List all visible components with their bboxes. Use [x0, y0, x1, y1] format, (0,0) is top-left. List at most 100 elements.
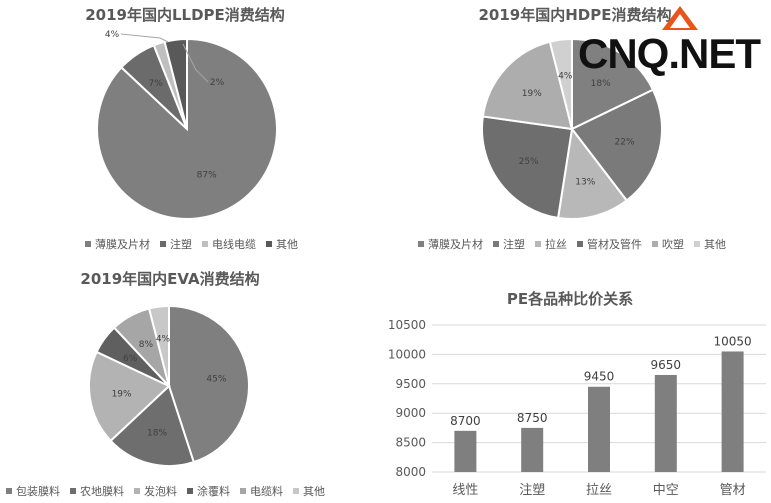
pie-slice-管材及管件 — [481, 115, 574, 220]
logo-text: CNQ.NET — [578, 30, 761, 77]
legend-label: 包装膜料 — [16, 485, 60, 498]
legend-swatch — [694, 241, 700, 247]
legend-label: 注塑 — [170, 238, 192, 251]
pie-data-label: 19% — [522, 89, 542, 99]
pie-slice-电线电缆 — [152, 40, 188, 130]
pie-data-label: 25% — [519, 157, 539, 167]
pie-slice-吹塑 — [481, 40, 574, 131]
legend-item: 拉丝 — [535, 236, 567, 252]
pie-data-label: 18% — [147, 428, 167, 438]
legend-item: 其他 — [266, 236, 298, 252]
legend-item: 涂覆料 — [187, 483, 230, 499]
legend-swatch — [6, 488, 12, 494]
legend-item: 其他 — [293, 483, 325, 499]
pie-data-label: 2% — [210, 78, 225, 88]
y-tick-label: 8000 — [395, 465, 426, 479]
leader-line — [120, 33, 169, 43]
eva-chart-title: 2019年国内EVA消费结构 — [80, 270, 260, 288]
hdpe-legend: 薄膜及片材 注塑 拉丝 管材及管件 吹塑 其他 — [418, 236, 726, 252]
legend-label: 注塑 — [503, 238, 525, 251]
legend-item: 薄膜及片材 — [85, 236, 150, 252]
lldpe-chart-title: 2019年国内LLDPE消费结构 — [85, 6, 285, 24]
legend-label: 薄膜及片材 — [428, 238, 483, 251]
pie-data-label: 18% — [591, 79, 611, 89]
legend-label: 拉丝 — [545, 238, 567, 251]
pie-data-label: 13% — [575, 177, 595, 187]
bar-线性 — [454, 430, 477, 472]
legend-item: 薄膜及片材 — [418, 236, 483, 252]
pie-data-label: 6% — [123, 354, 138, 364]
bar-data-label: 10050 — [714, 334, 752, 348]
legend-label: 吹塑 — [662, 238, 684, 251]
legend-swatch — [493, 241, 499, 247]
pie-slice-其他 — [548, 37, 573, 130]
legend-label: 管材及管件 — [587, 238, 642, 251]
legend-swatch — [70, 488, 76, 494]
pie-slice-涂覆料 — [95, 326, 170, 387]
legend-swatch — [187, 488, 193, 494]
pie-slice-农地膜料 — [109, 384, 195, 467]
x-tick-label: 管材 — [720, 483, 746, 498]
pie-data-label: 22% — [615, 137, 635, 147]
legend-swatch — [418, 241, 424, 247]
legend-label: 其他 — [704, 238, 726, 251]
legend-label: 薄膜及片材 — [95, 238, 150, 251]
pie-data-label: 19% — [112, 390, 132, 400]
legend-label: 电线电缆 — [212, 238, 256, 251]
y-tick-label: 9000 — [395, 406, 426, 420]
lldpe-legend: 薄膜及片材 注塑 电线电缆 其他 — [85, 236, 298, 252]
pie-data-label: 45% — [206, 374, 226, 384]
leader-line — [182, 43, 209, 83]
legend-swatch — [160, 241, 166, 247]
pie-data-label: 87% — [197, 170, 217, 180]
legend-item: 注塑 — [493, 236, 525, 252]
pie-slice-其他 — [163, 37, 188, 130]
hdpe-chart-title: 2019年国内HDPE消费结构 — [478, 6, 672, 24]
pie-slice-注塑 — [570, 88, 663, 202]
bar-管材 — [721, 351, 744, 472]
legend-swatch — [652, 241, 658, 247]
legend-swatch — [535, 241, 541, 247]
pie-slice-其他 — [147, 304, 170, 387]
pie-slice-注塑 — [119, 44, 188, 130]
bar-data-label: 9450 — [584, 370, 615, 384]
pie-slice-薄膜及片材 — [96, 37, 278, 220]
legend-label: 其他 — [276, 238, 298, 251]
cnq-logo: CNQ.NET — [578, 6, 771, 78]
legend-label: 其他 — [303, 485, 325, 498]
legend-swatch — [293, 488, 299, 494]
legend-swatch — [577, 241, 583, 247]
logo-triangle-icon — [662, 6, 698, 30]
pie-slice-包装膜料 — [168, 304, 250, 464]
legend-item: 注塑 — [160, 236, 192, 252]
y-tick-label: 10500 — [388, 318, 426, 332]
legend-label: 电缆料 — [250, 485, 283, 498]
pie-data-label: 4% — [558, 71, 573, 81]
pie-data-label: 7% — [148, 79, 163, 89]
legend-swatch — [266, 241, 272, 247]
x-tick-label: 中空 — [653, 483, 679, 498]
bar-data-label: 8700 — [450, 414, 481, 428]
eva-legend: 包装膜料 农地膜料 发泡料 涂覆料 电缆料 其他 — [6, 483, 325, 499]
pie-slice-发泡料 — [88, 350, 171, 443]
bar-中空 — [654, 374, 677, 472]
legend-swatch — [85, 241, 91, 247]
bar-注塑 — [521, 427, 544, 472]
x-tick-label: 线性 — [452, 483, 478, 498]
legend-swatch — [134, 488, 140, 494]
bar-data-label: 8750 — [517, 411, 548, 425]
legend-item: 其他 — [694, 236, 726, 252]
pe-price-chart-title: PE各品种比价关系 — [506, 290, 634, 308]
legend-item: 电缆料 — [240, 483, 283, 499]
y-tick-label: 10000 — [388, 347, 426, 361]
pie-data-label: 4% — [105, 30, 120, 40]
x-tick-label: 注塑 — [519, 483, 545, 498]
legend-item: 电线电缆 — [202, 236, 256, 252]
legend-label: 发泡料 — [144, 485, 177, 498]
legend-label: 涂覆料 — [197, 485, 230, 498]
bar-拉丝 — [588, 386, 610, 472]
legend-item: 发泡料 — [134, 483, 177, 499]
legend-label: 农地膜料 — [80, 485, 124, 498]
pie-data-label: 4% — [156, 334, 171, 344]
y-tick-label: 9500 — [395, 377, 426, 391]
